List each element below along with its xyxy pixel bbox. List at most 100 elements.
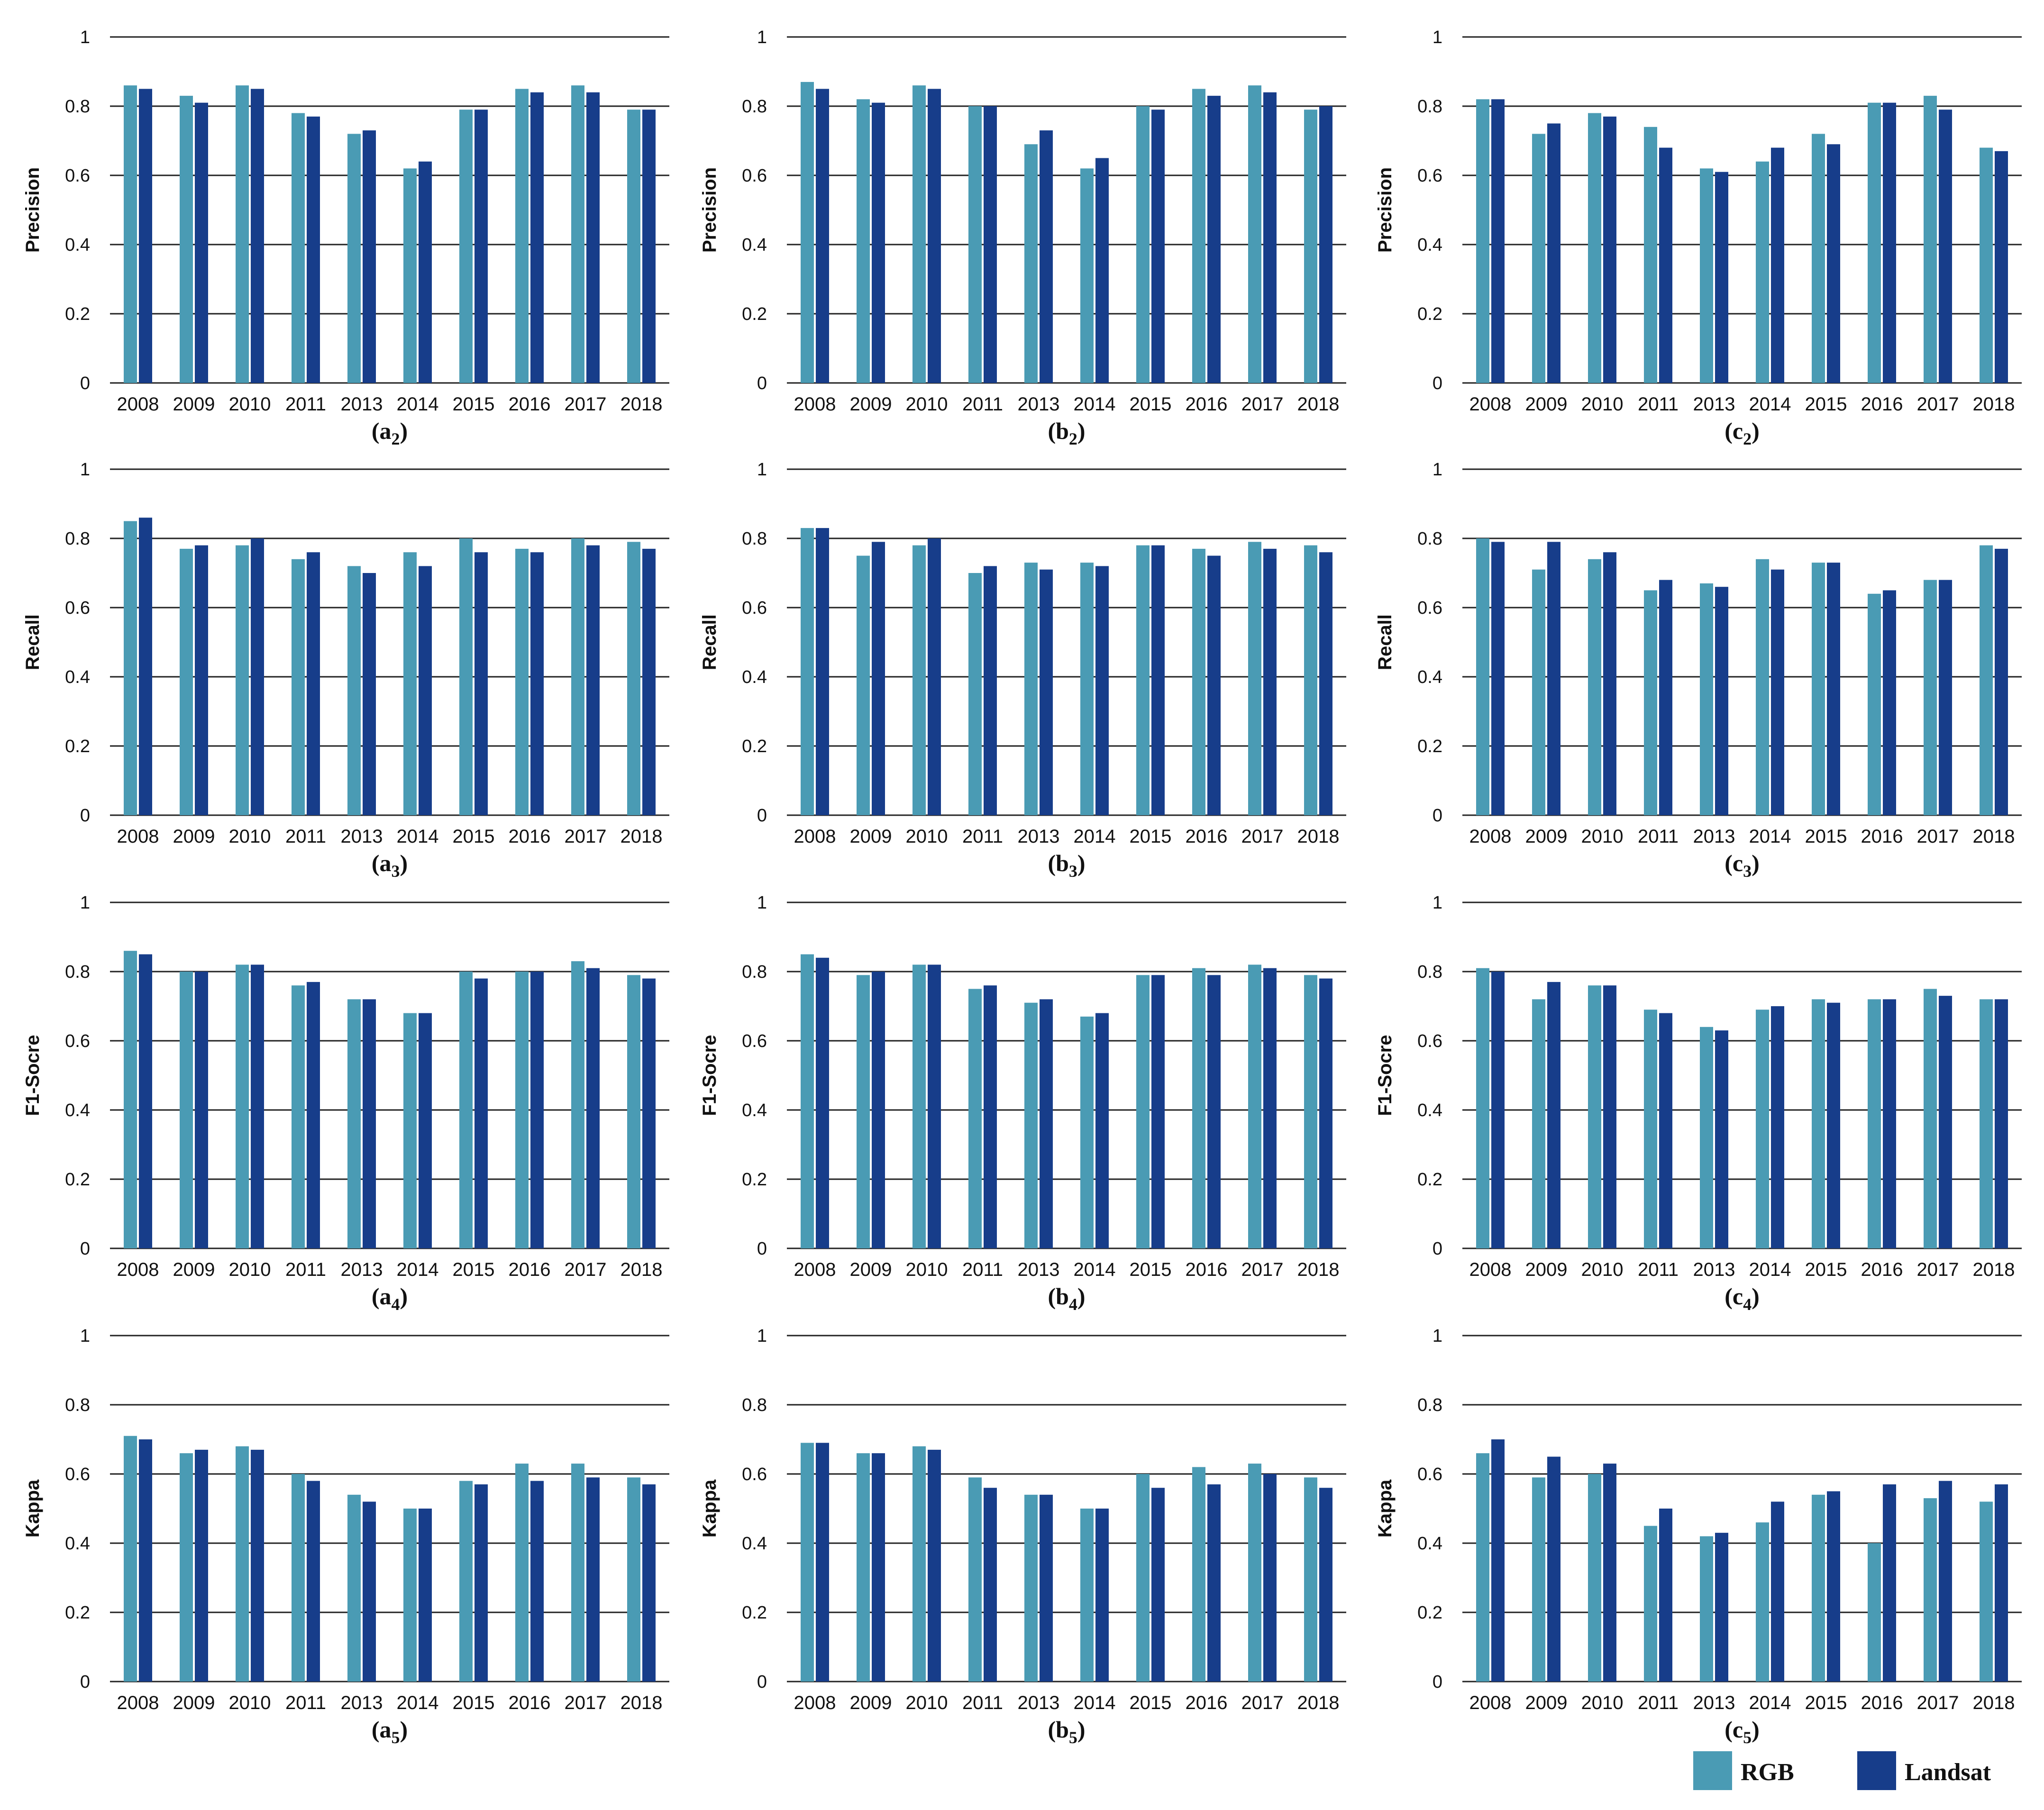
bar-rgb-2010 (912, 964, 926, 1248)
bar-rgb-2009 (1532, 999, 1545, 1248)
x-tick-label: 2017 (565, 394, 607, 415)
bar-landsat-2009 (195, 1449, 208, 1682)
bar-landsat-2011 (984, 985, 997, 1248)
y-tick-label: 0.2 (742, 1603, 767, 1623)
y-tick-label: 0.2 (1417, 737, 1442, 756)
bar-landsat-2015 (474, 1484, 488, 1682)
y-axis-label: F1-Socre (1375, 1035, 1396, 1116)
y-tick-label: 1 (757, 460, 767, 480)
bar-landsat-2017 (1939, 109, 1952, 383)
bar-landsat-2018 (1995, 1484, 2008, 1682)
bar-rgb-2014 (1756, 1010, 1769, 1248)
x-tick-label: 2011 (285, 1692, 326, 1713)
x-tick-label: 2013 (1693, 826, 1735, 847)
x-tick-label: 2011 (962, 826, 1003, 847)
x-tick-label: 2009 (173, 1692, 215, 1713)
bar-rgb-2010 (912, 85, 926, 383)
bar-rgb-2018 (1980, 999, 1993, 1248)
bar-rgb-2009 (1532, 569, 1545, 815)
bar-rgb-2009 (180, 96, 193, 383)
x-tick-label: 2016 (1861, 394, 1903, 415)
bar-rgb-2010 (912, 1446, 926, 1682)
bar-rgb-2018 (627, 542, 640, 815)
x-tick-label: 2018 (620, 394, 663, 415)
bar-rgb-2016 (1192, 89, 1205, 383)
x-tick-label: 2011 (962, 394, 1003, 415)
legend-label-rgb: RGB (1741, 1759, 1794, 1786)
y-tick-label: 0.8 (742, 97, 767, 117)
bar-rgb-2013 (1024, 1494, 1038, 1682)
bar-rgb-2015 (1812, 1494, 1825, 1682)
y-tick-label: 0.6 (1417, 598, 1442, 618)
bar-landsat-2010 (1603, 552, 1616, 815)
legend: RGB Landsat (1693, 1751, 1991, 1790)
x-tick-label: 2013 (341, 1259, 383, 1280)
bar-landsat-2014 (419, 1013, 432, 1248)
bar-rgb-2014 (403, 1509, 417, 1682)
y-tick-label: 0.2 (742, 737, 767, 756)
x-tick-label: 2011 (1638, 394, 1679, 415)
y-tick-label: 1 (757, 893, 767, 913)
panel-c4: 0 0.2 0.4 0.6 0.8 1 F1-Socre 2008 2009 2010 2011 20… (1375, 893, 2022, 1314)
x-tick-label: 2011 (285, 394, 326, 415)
x-tick-label: 2016 (509, 826, 551, 847)
x-tick-label: 2017 (1241, 1259, 1284, 1280)
x-tick-label: 2014 (1074, 1692, 1116, 1713)
bar-landsat-2016 (1883, 590, 1896, 815)
bar-landsat-2013 (1040, 999, 1053, 1248)
bar-landsat-2010 (928, 1449, 941, 1682)
bar-rgb-2018 (1304, 975, 1317, 1248)
x-tick-label: 2014 (1749, 826, 1791, 847)
legend-swatch-landsat (1857, 1751, 1896, 1790)
bar-landsat-2009 (1547, 982, 1560, 1248)
y-axis-label: F1-Socre (22, 1035, 43, 1116)
bar-rgb-2008 (1476, 538, 1489, 815)
y-tick-label: 0.6 (65, 598, 90, 618)
x-tick-label: 2009 (850, 826, 892, 847)
x-tick-label: 2015 (453, 394, 495, 415)
bar-landsat-2014 (419, 1509, 432, 1682)
bar-rgb-2014 (1756, 1522, 1769, 1682)
bar-rgb-2015 (459, 538, 473, 815)
panel-b3: 0 0.2 0.4 0.6 0.8 1 Recall 2008 2009 2010 2011 2013… (699, 460, 1346, 881)
bar-landsat-2008 (1491, 542, 1505, 815)
panel-label: (b5) (1048, 1716, 1085, 1747)
bar-landsat-2016 (1207, 975, 1221, 1248)
y-tick-label: 1 (757, 1326, 767, 1346)
bar-landsat-2017 (1939, 580, 1952, 815)
y-axis-label: Precision (1375, 167, 1396, 253)
bar-rgb-2010 (236, 85, 249, 383)
x-tick-label: 2018 (620, 1259, 663, 1280)
bar-landsat-2014 (1095, 566, 1109, 815)
bar-landsat-2013 (1715, 1533, 1728, 1682)
bar-rgb-2016 (515, 89, 529, 383)
bar-landsat-2013 (1040, 1494, 1053, 1682)
x-tick-label: 2009 (1525, 1692, 1568, 1713)
bar-landsat-2014 (1095, 1509, 1109, 1682)
bar-landsat-2014 (1095, 1013, 1109, 1248)
bar-landsat-2015 (474, 109, 488, 383)
bar-landsat-2013 (363, 999, 376, 1248)
bar-landsat-2008 (816, 1443, 829, 1682)
x-tick-label: 2010 (906, 394, 948, 415)
bar-rgb-2016 (1868, 999, 1881, 1248)
bar-rgb-2009 (857, 99, 870, 383)
x-tick-label: 2017 (1917, 1692, 1959, 1713)
y-tick-label: 0.8 (65, 1395, 90, 1415)
bar-landsat-2010 (251, 89, 264, 383)
x-tick-label: 2010 (229, 1692, 271, 1713)
bar-rgb-2011 (968, 573, 982, 815)
bar-rgb-2009 (857, 975, 870, 1248)
bar-rgb-2009 (1532, 1477, 1545, 1682)
bar-landsat-2014 (1771, 569, 1784, 815)
bar-landsat-2008 (139, 518, 152, 815)
y-tick-label: 0.4 (1417, 235, 1442, 255)
bar-landsat-2008 (1491, 99, 1505, 383)
y-tick-label: 0.8 (1417, 962, 1442, 982)
y-tick-label: 0.4 (65, 1101, 90, 1120)
x-tick-label: 2011 (1638, 1259, 1679, 1280)
bar-rgb-2018 (1980, 147, 1993, 383)
y-tick-label: 0.8 (742, 962, 767, 982)
bar-landsat-2009 (195, 972, 208, 1248)
